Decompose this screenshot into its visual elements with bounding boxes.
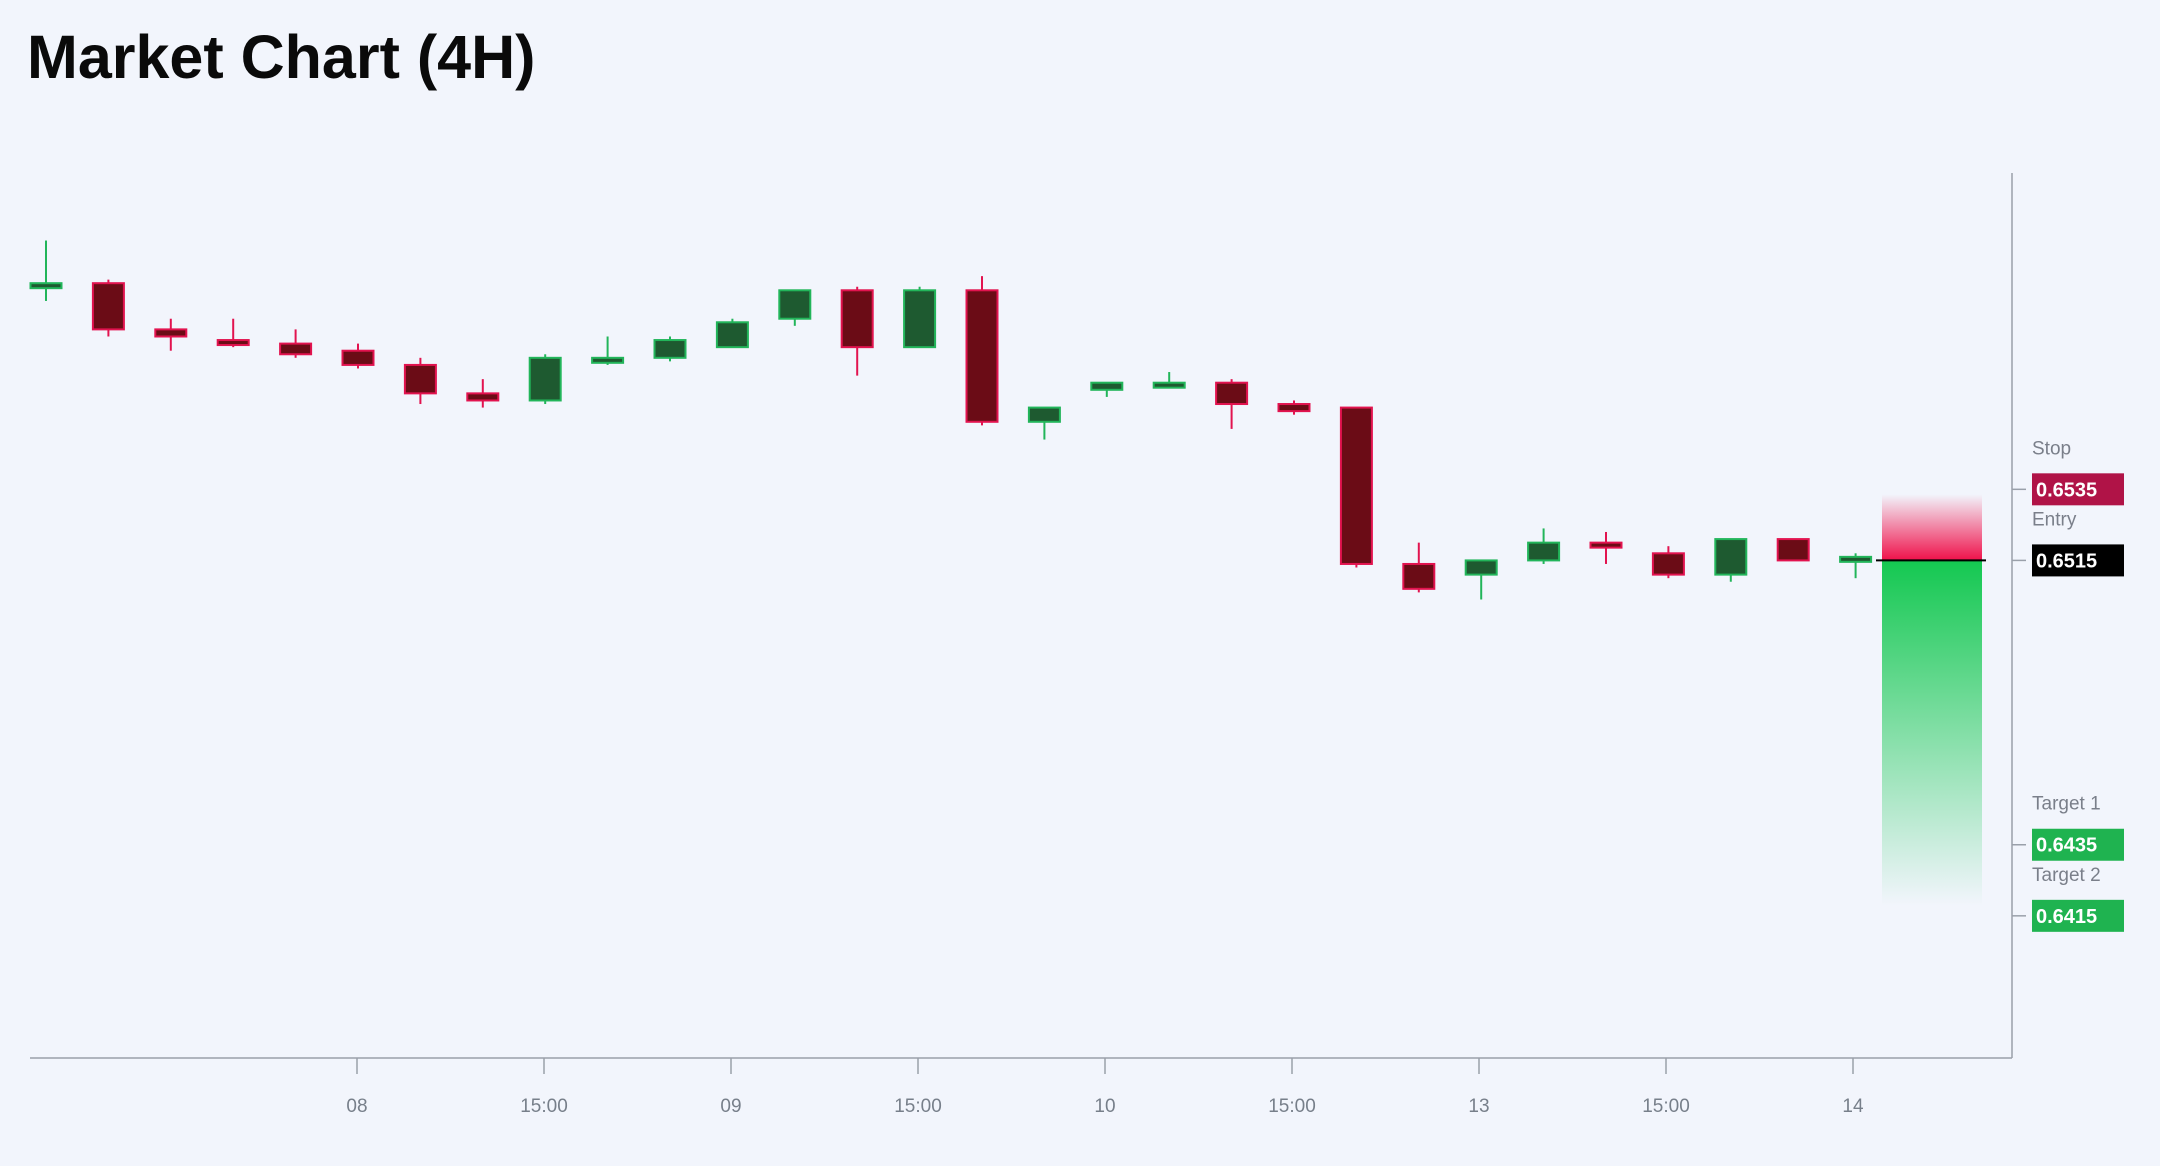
level-value: 0.6435 bbox=[2036, 835, 2097, 857]
candle-body bbox=[715, 321, 749, 349]
target-zone bbox=[1882, 560, 1982, 906]
candle-up bbox=[653, 336, 687, 362]
candle-up bbox=[903, 286, 937, 349]
candle-body bbox=[29, 282, 63, 290]
candle-body bbox=[528, 356, 562, 402]
candle-body bbox=[216, 339, 250, 347]
level-caption: Stop bbox=[2032, 438, 2071, 459]
candle-body bbox=[840, 289, 874, 349]
candle-down bbox=[466, 379, 500, 408]
level-caption: Target 2 bbox=[2032, 865, 2101, 886]
candle-down bbox=[840, 286, 874, 376]
candle-body bbox=[154, 328, 188, 338]
candle-body bbox=[1776, 538, 1810, 562]
candle-up bbox=[29, 240, 63, 301]
level-target: Target 2 0.6415 bbox=[2012, 865, 2124, 932]
candle-up bbox=[715, 318, 749, 349]
level-badge bbox=[2032, 899, 2124, 932]
candle-down bbox=[1776, 538, 1810, 562]
candle-up bbox=[1090, 381, 1124, 397]
candle-body bbox=[91, 282, 125, 331]
candle-body bbox=[1339, 406, 1373, 565]
candle-body bbox=[1589, 541, 1623, 549]
level-value: 0.6415 bbox=[2036, 906, 2097, 928]
axes bbox=[30, 173, 2013, 1059]
x-tick-label: 13 bbox=[1468, 1096, 1489, 1117]
candle-body bbox=[1651, 552, 1685, 576]
candle-down bbox=[1651, 546, 1685, 579]
candle-down bbox=[403, 357, 437, 405]
candle-down bbox=[1589, 531, 1623, 564]
candle-down bbox=[1277, 400, 1311, 415]
level-entry: Entry 0.6515 bbox=[2012, 509, 2124, 577]
candle-body bbox=[903, 289, 937, 349]
candle-up bbox=[1839, 553, 1873, 579]
level-badge bbox=[2032, 828, 2124, 861]
level-stop: Stop 0.6535 bbox=[2012, 438, 2124, 506]
level-caption: Target 1 bbox=[2032, 794, 2101, 815]
x-tick-label: 15:00 bbox=[520, 1096, 568, 1117]
candle-down bbox=[154, 318, 188, 351]
x-tick-label: 14 bbox=[1842, 1096, 1864, 1117]
candle-up bbox=[1527, 528, 1561, 564]
candle-body bbox=[1714, 538, 1748, 576]
candle-down bbox=[91, 279, 125, 337]
candle-body bbox=[591, 356, 625, 364]
position-zones bbox=[1876, 494, 1986, 906]
candle-body bbox=[1152, 381, 1186, 389]
candle-down bbox=[341, 343, 375, 369]
candle-up bbox=[1027, 406, 1061, 440]
stop-zone bbox=[1882, 494, 1982, 561]
candle-down bbox=[1339, 406, 1373, 568]
candle-body bbox=[1215, 381, 1249, 406]
level-badge bbox=[2032, 473, 2124, 506]
x-tick-label: 15:00 bbox=[894, 1096, 942, 1117]
x-tick-label: 15:00 bbox=[1642, 1096, 1690, 1117]
x-axis-ticks: 08 15:00 09 15:00 10 15:00 13 15:00 14 bbox=[346, 1058, 1864, 1117]
candle-up bbox=[778, 289, 812, 326]
candle-body bbox=[1090, 381, 1124, 391]
level-caption: Entry bbox=[2032, 509, 2077, 530]
level-value: 0.6515 bbox=[2036, 550, 2097, 572]
candle-up bbox=[528, 354, 562, 405]
level-target: Target 1 0.6435 bbox=[2012, 794, 2124, 861]
candle-down bbox=[1402, 542, 1436, 593]
candle-body bbox=[341, 349, 375, 366]
candle-body bbox=[965, 289, 999, 423]
candle-body bbox=[1464, 559, 1498, 576]
candle-down bbox=[279, 329, 313, 358]
candle-up bbox=[1464, 559, 1498, 600]
candle-down bbox=[216, 318, 250, 348]
candle-body bbox=[466, 392, 500, 402]
candle-down bbox=[1215, 379, 1249, 429]
candle-body bbox=[1277, 403, 1311, 413]
candle-body bbox=[778, 289, 812, 320]
chart-title: Market Chart (4H) bbox=[27, 23, 536, 91]
x-tick-label: 15:00 bbox=[1268, 1096, 1316, 1117]
candle-body bbox=[1527, 541, 1561, 562]
level-badge bbox=[2032, 544, 2124, 577]
candle-body bbox=[1839, 555, 1873, 563]
candle-up bbox=[591, 336, 625, 365]
level-value: 0.6535 bbox=[2036, 479, 2097, 501]
candle-body bbox=[403, 363, 437, 395]
x-tick-label: 09 bbox=[720, 1096, 741, 1117]
x-tick-label: 08 bbox=[346, 1096, 367, 1117]
candle-body bbox=[1402, 562, 1436, 590]
candle-up bbox=[1152, 372, 1186, 389]
x-tick-label: 10 bbox=[1094, 1096, 1115, 1117]
candle-down bbox=[965, 276, 999, 426]
candle-body bbox=[653, 339, 687, 359]
candle-body bbox=[1027, 406, 1061, 423]
candles bbox=[29, 240, 1873, 600]
candle-body bbox=[279, 342, 313, 356]
candle-up bbox=[1714, 538, 1748, 582]
